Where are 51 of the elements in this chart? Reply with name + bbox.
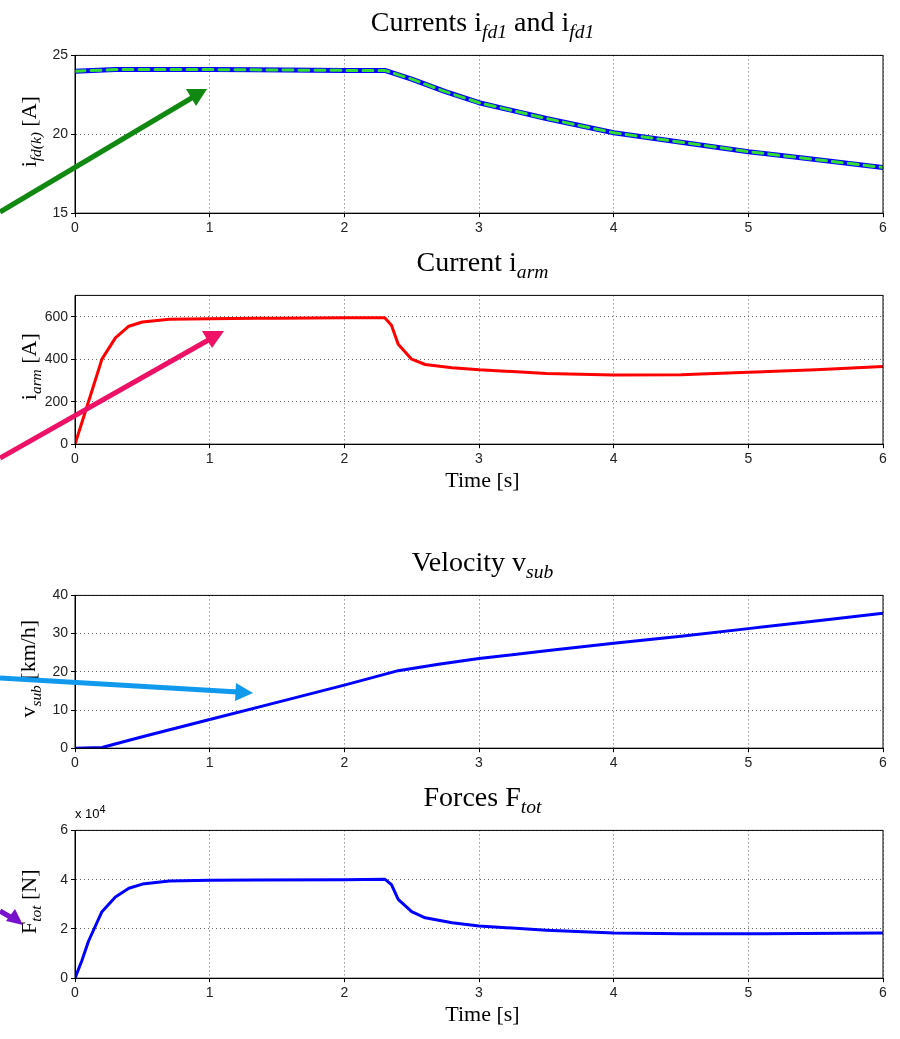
chart-title: Currents i$_{fd1}$ and i$_{fd1}$ <box>369 6 596 43</box>
y-tick-label: 20 <box>52 662 69 679</box>
x-tick-label: 0 <box>71 450 80 467</box>
x-tick-label: 6 <box>879 984 888 1001</box>
x-tick-label: 6 <box>879 754 888 771</box>
x-tick-label: 4 <box>609 450 618 467</box>
chart-title: Current i$_{arm}$ <box>415 246 550 283</box>
x-tick-label: 6 <box>879 219 888 236</box>
text: x 10$^{4}$ <box>75 803 106 822</box>
x-tick-label: 0 <box>71 754 80 771</box>
x-tick-label: 4 <box>609 754 618 771</box>
x-tick-label: 3 <box>475 219 484 236</box>
x-tick-label: 1 <box>205 984 214 1001</box>
x-tick-label: 0 <box>71 219 80 236</box>
x-tick-label: 5 <box>744 450 753 467</box>
y-tick-label: 15 <box>52 204 69 221</box>
x-axis-title: Time [s] <box>444 467 521 493</box>
y-tick-label: 20 <box>52 125 69 142</box>
y-tick-label: 400 <box>44 350 69 367</box>
x-tick-label: 0 <box>71 984 80 1001</box>
y-tick-label: 4 <box>60 870 69 887</box>
x-tick-label: 5 <box>744 219 753 236</box>
x-axis-title: Time [s] <box>444 1001 521 1027</box>
y-tick-label: 0 <box>60 739 69 756</box>
x-tick-label: 3 <box>475 754 484 771</box>
chart-title: Velocity v$_{sub}$ <box>410 546 555 583</box>
y-tick-label: 6 <box>60 821 69 838</box>
x-tick-label: 1 <box>205 450 214 467</box>
x-tick-label: 2 <box>340 754 349 771</box>
x-tick-label: 6 <box>879 450 888 467</box>
x-tick-label: 2 <box>340 450 349 467</box>
y-tick-label: 600 <box>44 307 69 324</box>
x-tick-label: 3 <box>475 450 484 467</box>
y-tick-label: 0 <box>60 435 69 452</box>
x-tick-label: 5 <box>744 754 753 771</box>
x-tick-label: 4 <box>609 984 618 1001</box>
y-tick-label: 200 <box>44 392 69 409</box>
y-tick-label: 0 <box>60 969 69 986</box>
x-tick-label: 3 <box>475 984 484 1001</box>
chart-title: Forces F$_{tot}$ <box>423 781 542 817</box>
y-tick-label: 10 <box>52 700 69 717</box>
x-tick-label: 5 <box>744 984 753 1001</box>
x-tick-label: 4 <box>609 219 618 236</box>
x-tick-label: 1 <box>205 754 214 771</box>
x-tick-label: 1 <box>205 219 214 236</box>
y-tick-label: 25 <box>52 46 69 63</box>
x-tick-label: 2 <box>340 219 349 236</box>
y-tick-label: 2 <box>60 919 69 936</box>
x-tick-label: 2 <box>340 984 349 1001</box>
y-tick-label: 40 <box>52 586 69 603</box>
y-tick-label: 30 <box>52 624 69 641</box>
